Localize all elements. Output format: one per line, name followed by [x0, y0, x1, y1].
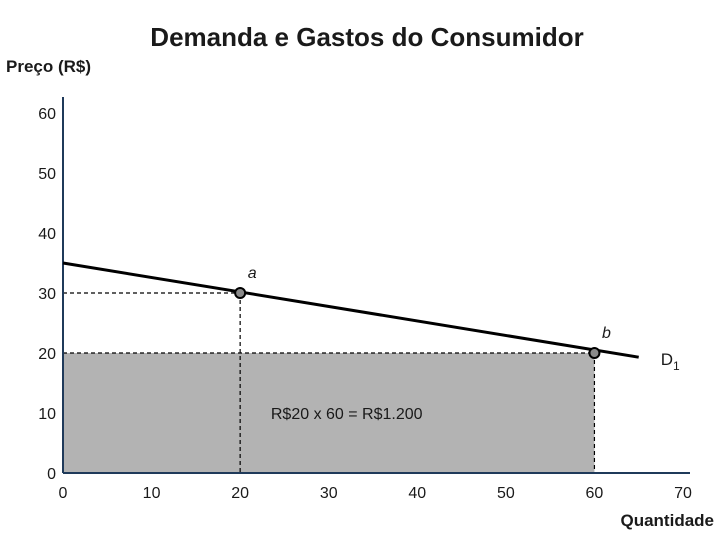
x-tick-label: 0	[59, 485, 68, 502]
x-tick-label: 60	[586, 485, 604, 502]
spending-label: R$20 x 60 = R$1.200	[271, 406, 423, 423]
y-tick-label: 20	[38, 346, 56, 363]
demand-curve-d1	[62, 261, 639, 359]
y-tick-label: 30	[38, 286, 56, 303]
guide-lines	[63, 292, 596, 473]
y-tick-label: 60	[38, 106, 56, 123]
demand-points: ab	[234, 265, 611, 359]
x-tick-label: 40	[408, 485, 426, 502]
y-tick-label: 10	[38, 406, 56, 423]
demand-curve-subscript: 1	[673, 359, 680, 373]
y-tick-labels: 0 10 20 30 40 50 60	[38, 106, 56, 483]
demand-curve-label: D1	[661, 350, 680, 373]
x-axis-label: Quantidade	[620, 511, 714, 530]
demand-point-a	[234, 287, 247, 299]
x-tick-labels: 0 10 20 30 40 50 60 70	[59, 485, 692, 502]
demand-point-label: a	[248, 265, 257, 282]
y-tick-label: 50	[38, 166, 56, 183]
demand-point-b	[588, 347, 601, 359]
x-tick-label: 70	[674, 485, 692, 502]
y-tick-label: 40	[38, 226, 56, 243]
demand-point-label: b	[602, 325, 611, 342]
y-tick-label: 0	[47, 466, 56, 483]
y-axis-label: Preço (R$)	[6, 57, 91, 76]
demand-curve-name: D	[661, 350, 673, 369]
spending-area	[63, 353, 595, 473]
x-tick-label: 30	[320, 485, 338, 502]
x-tick-label: 20	[231, 485, 249, 502]
x-tick-label: 10	[143, 485, 161, 502]
x-tick-label: 50	[497, 485, 515, 502]
chart-title: Demanda e Gastos do Consumidor	[150, 22, 583, 52]
